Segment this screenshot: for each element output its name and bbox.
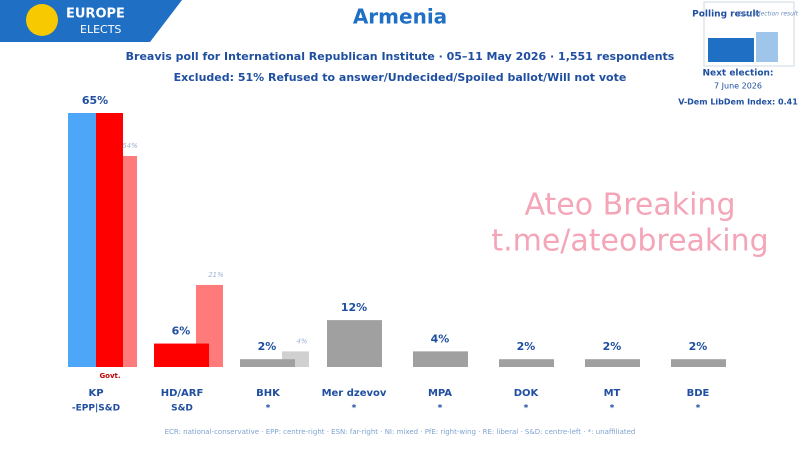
x-tick-sublabel: * [438,404,443,414]
value-label: 2% [258,340,277,353]
bar [327,320,382,367]
x-tick-sublabel: S&D [171,404,193,414]
x-tick-label: Mer dzevov [322,388,387,399]
bar [585,359,640,367]
watermark: Ateo Breaking [525,188,736,223]
next-election-date: 7 June 2026 [714,82,762,91]
bar [96,113,123,367]
next-election: Next election: [702,69,773,79]
value-label: 12% [341,301,367,314]
bar [154,343,209,367]
x-tick-label: KP [88,388,103,399]
x-tick-label: BHK [256,388,281,399]
footer: ECR: national-conservative · EPP: centre… [165,428,636,436]
vdem-index: V-Dem LibDem Index: 0.41 [678,98,798,107]
watermark: t.me/ateobreaking [491,224,768,259]
value-label: 2% [689,340,708,353]
x-tick-sublabel: * [610,404,615,414]
previous-value-label: 54% [122,142,138,150]
value-label: 65% [82,94,108,107]
x-tick-label: BDE [687,388,710,399]
x-tick-sublabel: * [696,404,701,414]
legend-swatch [756,32,778,62]
bar [240,359,295,367]
x-tick-label: MT [604,388,621,399]
value-label: 2% [603,340,622,353]
bar [499,359,554,367]
x-tick-sublabel: * [352,404,357,414]
value-label: 4% [431,332,450,345]
excluded-note: Excluded: 51% Refused to answer/Undecide… [174,71,627,84]
x-tick-label: HD/ARF [161,388,204,399]
legend-label: 2021 election result [738,11,799,18]
value-label: 6% [172,325,191,338]
previous-value-label: 4% [296,337,307,345]
legend-label: Polling result [692,10,760,20]
bar [671,359,726,367]
subtitle: Breavis poll for International Republica… [126,50,675,63]
x-tick-sublabel: * [524,404,529,414]
legend-swatch [708,38,754,62]
chart-title: Armenia [353,5,447,29]
x-tick-label: DOK [514,388,540,399]
logo-text: EUROPE [66,7,125,22]
x-tick-sublabel: * [266,404,271,414]
legend-box [703,1,795,67]
previous-value-label: 21% [208,271,224,279]
bar [413,351,468,367]
logo-text: ELECTS [80,23,121,36]
bar [68,113,96,367]
govt-annotation: Govt. [99,372,120,380]
x-tick-label: MPA [428,388,452,399]
value-label: 2% [517,340,536,353]
logo-star [26,4,58,36]
x-tick-sublabel: -EPP|S&D [72,404,120,414]
